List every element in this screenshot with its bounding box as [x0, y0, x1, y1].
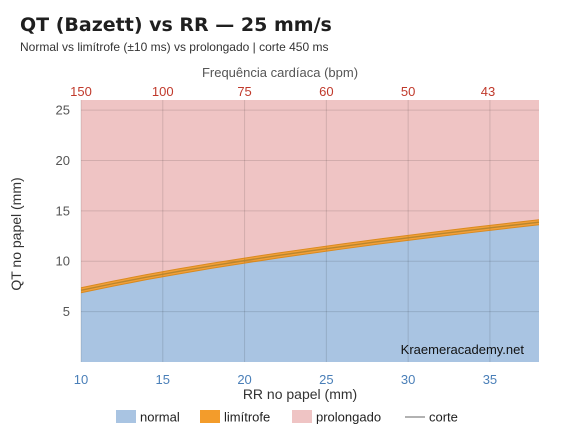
- x-tick-label: 35: [483, 372, 497, 387]
- x2-axis-ticks: 150 100 75 60 50 43: [70, 84, 495, 99]
- grid-lines: [80, 100, 539, 362]
- y-tick-label: 15: [56, 203, 70, 218]
- y-tick-label: 25: [56, 103, 70, 118]
- legend-label: normal: [140, 410, 180, 425]
- legend: normal limítrofe prolongado corte: [116, 410, 458, 425]
- legend-swatch: [116, 410, 136, 423]
- y-axis-ticks: 5 10 15 20 25: [56, 103, 70, 320]
- normal-area: [81, 224, 539, 362]
- x-tick-label: 20: [237, 372, 251, 387]
- series-lines: [80, 219, 540, 294]
- legend-swatch: [200, 410, 220, 423]
- x-tick-label: 30: [401, 372, 415, 387]
- corte-line: [80, 221, 540, 291]
- legend-item-prolongado: prolongado: [292, 410, 381, 425]
- x2-tick-label: 60: [319, 84, 333, 99]
- legend-label: limítrofe: [224, 410, 270, 425]
- y-tick-label: 10: [56, 254, 70, 269]
- limitrofe-lower-line: [80, 224, 540, 294]
- x-tick-label: 25: [319, 372, 333, 387]
- watermark-annotation: Kraemeracademy.net: [401, 342, 525, 357]
- limitrofe-upper-line: [80, 219, 540, 289]
- x2-tick-label: 50: [401, 84, 415, 99]
- plot-area: [81, 100, 539, 362]
- legend-item-limítrofe: limítrofe: [200, 410, 270, 425]
- x2-tick-label: 75: [237, 84, 251, 99]
- legend-label: prolongado: [316, 410, 381, 425]
- chart-subtitle: Normal vs limítrofe (±10 ms) vs prolonga…: [20, 40, 328, 54]
- legend-swatch: [292, 410, 312, 423]
- y-axis-label: QT no papel (mm): [8, 177, 24, 290]
- x-axis-ticks: 10 15 20 25 30 35: [74, 372, 497, 387]
- x-tick-label: 15: [156, 372, 170, 387]
- x-tick-label: 10: [74, 372, 88, 387]
- y-tick-label: 5: [63, 304, 70, 319]
- x2-tick-label: 100: [152, 84, 174, 99]
- legend-label: corte: [429, 410, 458, 425]
- x-axis-label: RR no papel (mm): [243, 386, 357, 402]
- x2-tick-label: 43: [481, 84, 495, 99]
- legend-item-normal: normal: [116, 410, 180, 425]
- x2-axis-label: Frequência cardíaca (bpm): [202, 65, 358, 80]
- y-tick-label: 20: [56, 153, 70, 168]
- legend-item-corte: corte: [405, 410, 458, 425]
- chart-title: QT (Bazett) vs RR — 25 mm/s: [20, 14, 332, 36]
- x2-tick-label: 150: [70, 84, 92, 99]
